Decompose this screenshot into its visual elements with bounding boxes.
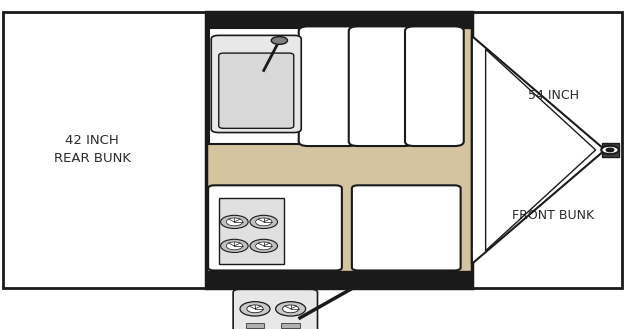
FancyBboxPatch shape	[211, 36, 301, 133]
Circle shape	[606, 148, 614, 152]
Circle shape	[276, 302, 306, 316]
FancyBboxPatch shape	[219, 53, 294, 128]
Circle shape	[221, 239, 248, 252]
Bar	[206, 12, 472, 29]
Bar	[472, 12, 622, 288]
Text: SEATING
WITH STORAGE: SEATING WITH STORAGE	[424, 43, 445, 113]
Text: CABINET
WITH TOILET
STORAGE: CABINET WITH TOILET STORAGE	[261, 207, 327, 243]
FancyBboxPatch shape	[299, 26, 358, 146]
Bar	[206, 271, 472, 288]
Text: 40 x 68
DINETTE: 40 x 68 DINETTE	[357, 66, 405, 89]
Circle shape	[226, 242, 242, 250]
Circle shape	[601, 146, 619, 154]
Circle shape	[256, 218, 272, 226]
Text: STORAGE
CABINET: STORAGE CABINET	[380, 213, 432, 237]
Bar	[602, 143, 619, 157]
Text: FRONT BUNK: FRONT BUNK	[512, 209, 594, 222]
Bar	[219, 198, 284, 264]
Text: 54 INCH: 54 INCH	[528, 89, 579, 102]
Bar	[246, 323, 264, 328]
Circle shape	[226, 218, 242, 226]
FancyBboxPatch shape	[233, 290, 318, 329]
Text: 42 INCH
REAR BUNK: 42 INCH REAR BUNK	[54, 135, 131, 165]
Circle shape	[240, 302, 270, 316]
Text: SEATING
WITH STORAGE: SEATING WITH STORAGE	[318, 43, 339, 113]
Circle shape	[221, 215, 248, 229]
Bar	[3, 12, 206, 288]
Bar	[209, 29, 303, 144]
Circle shape	[271, 37, 288, 44]
FancyBboxPatch shape	[405, 26, 464, 146]
Circle shape	[250, 215, 278, 229]
Circle shape	[282, 305, 299, 313]
Bar	[206, 12, 472, 288]
FancyBboxPatch shape	[349, 26, 414, 146]
Circle shape	[256, 242, 272, 250]
FancyBboxPatch shape	[208, 185, 342, 270]
Circle shape	[247, 305, 263, 313]
Bar	[281, 323, 300, 328]
Circle shape	[250, 239, 278, 252]
Polygon shape	[472, 36, 605, 264]
FancyBboxPatch shape	[352, 185, 461, 270]
